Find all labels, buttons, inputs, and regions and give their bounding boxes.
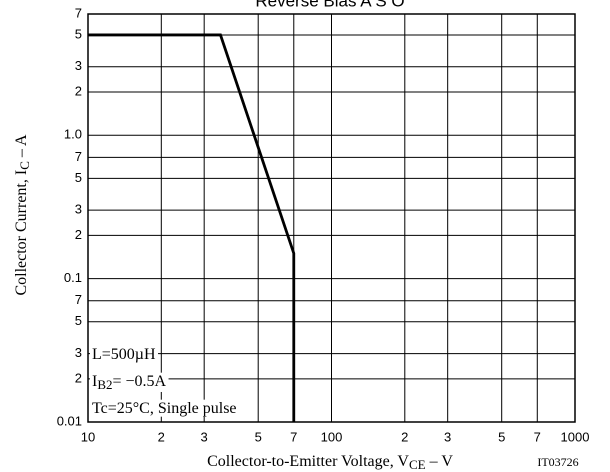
- chart-title: Reverse Bias A S O: [255, 0, 404, 10]
- x-tick-label: 7: [290, 429, 297, 444]
- annotation-text: I: [92, 373, 97, 390]
- x-tick-label: 5: [255, 429, 262, 444]
- data-line: [88, 33, 296, 422]
- y-tick-label: 7: [75, 292, 82, 307]
- x-tick-label: 1000: [561, 429, 590, 444]
- annotation-subscript: B2: [97, 377, 112, 392]
- y-tick-label: 2: [75, 227, 82, 242]
- x-tick-label: 5: [498, 429, 505, 444]
- annotation: IB2= −0.5A: [92, 373, 167, 392]
- plot-frame: [87, 13, 576, 423]
- y-tick-label: 0.01: [57, 413, 82, 428]
- y-tick-label: 7: [75, 149, 82, 164]
- x-tick-label: 100: [321, 429, 343, 444]
- y-tick-label: 0.1: [64, 270, 82, 285]
- y-tick-label: 3: [75, 202, 82, 217]
- x-axis-label: Collector-to-Emitter Voltage, VCE – V: [207, 453, 453, 472]
- y-tick-label: 3: [75, 58, 82, 73]
- annotation-background: [90, 372, 169, 392]
- x-tick-label: 7: [534, 429, 541, 444]
- y-axis-label: Collector Current, IC – A: [13, 134, 32, 296]
- y-tick-label: 5: [75, 170, 82, 185]
- y-tick-label: 2: [75, 83, 82, 98]
- y-tick-label: 3: [75, 345, 82, 360]
- annotation: L=500µH: [92, 346, 156, 363]
- annotation-text: L=500µH: [92, 346, 156, 363]
- x-tick-label: 2: [401, 429, 408, 444]
- y-tick-label: 5: [75, 26, 82, 41]
- annotation-tail: = −0.5A: [113, 373, 167, 390]
- figure-code: IT03726: [537, 455, 578, 469]
- x-tick-label: 10: [81, 429, 95, 444]
- y-tick-label: 5: [75, 313, 82, 328]
- y-tick-label: 7: [75, 5, 82, 20]
- x-tick-label: 3: [444, 429, 451, 444]
- annotation: Tc=25°C, Single pulse: [92, 400, 237, 417]
- x-tick-label: 2: [158, 429, 165, 444]
- y-tick-label: 1.0: [64, 127, 82, 142]
- x-tick-label: 3: [201, 429, 208, 444]
- annotation-background: [90, 399, 239, 417]
- annotation-background: [90, 345, 159, 363]
- y-tick-label: 2: [75, 370, 82, 385]
- annotation-text: Tc=25°C, Single pulse: [92, 400, 237, 417]
